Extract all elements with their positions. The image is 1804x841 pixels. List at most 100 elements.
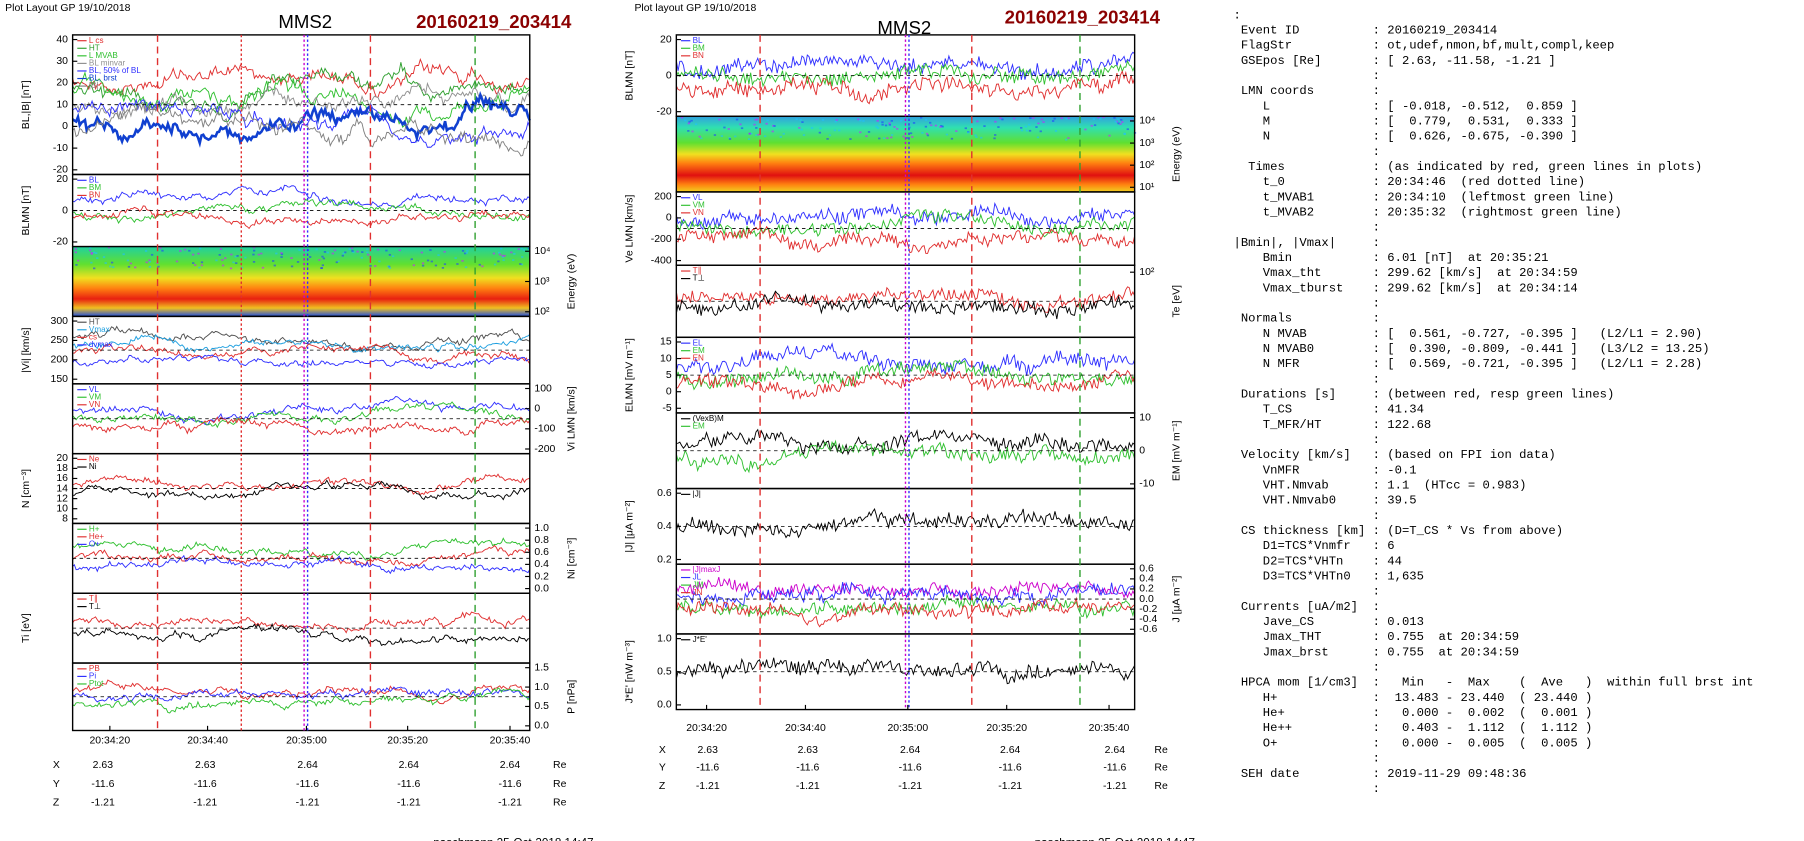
spectrogram-speckle: [1120, 118, 1123, 121]
spectrogram-speckle: [275, 252, 278, 255]
spectrogram-speckle: [378, 260, 381, 263]
spectrogram-speckle: [1028, 123, 1031, 126]
spectrogram-speckle: [102, 256, 106, 258]
spectrogram-speckle: [888, 123, 892, 126]
spectrogram-speckle: [308, 256, 312, 258]
spectrogram-speckle: [376, 248, 380, 251]
info-line: N MVAB : [ 0.561, -0.727, -0.395 ] (L2/L…: [1234, 327, 1703, 341]
legend-label: Pi: [89, 672, 96, 681]
legend-label: BL: [693, 36, 703, 45]
spectrogram-speckle: [994, 134, 997, 136]
position-cell: Y: [659, 762, 666, 773]
spectrogram-speckle: [902, 135, 905, 138]
spectrogram-speckle: [748, 132, 751, 135]
spectrogram-speckle: [229, 267, 233, 270]
legend-label: JN: [693, 588, 703, 597]
trace: [676, 367, 1136, 400]
spectrogram-speckle: [218, 254, 221, 256]
spectrogram-speckle: [219, 248, 223, 250]
spectrogram-speckle: [920, 116, 923, 119]
trace: [72, 333, 531, 353]
spectrogram-speckle: [1065, 138, 1068, 141]
spectrogram-speckle: [456, 263, 459, 265]
spectrogram-speckle: [221, 259, 224, 261]
spectrogram-speckle: [1097, 116, 1100, 119]
spectrogram-speckle: [1116, 118, 1120, 121]
trace: [72, 62, 531, 123]
spectrogram-speckle: [1123, 133, 1126, 135]
spectrogram-speckle: [876, 127, 880, 129]
spectrogram-speckle: [1084, 128, 1087, 131]
y-tick-label: -20: [53, 237, 68, 248]
info-line: Times : (as indicated by red, green line…: [1234, 160, 1703, 174]
trace: [676, 225, 1136, 254]
position-cell: 2.64: [1105, 745, 1126, 756]
y-axis-label: N [cm⁻³]: [21, 469, 32, 508]
spectrogram-speckle: [510, 251, 513, 254]
info-line: FlagStr : ot,udef,nmon,bf,mult,compl,kee…: [1234, 39, 1615, 53]
trace: [72, 98, 531, 148]
trace: [675, 290, 1135, 320]
info-line: t_MVAB2 : 20:35:32 (rightmost green line…: [1234, 206, 1622, 220]
y-tick-label: 0: [666, 70, 672, 81]
y-tick-label: 30: [56, 56, 68, 67]
legend-label: Ne: [89, 455, 100, 464]
spectrogram-speckle: [356, 250, 359, 253]
info-line: N : [ 0.626, -0.675, -0.390 ]: [1234, 130, 1578, 144]
y-tick-label: 20: [56, 78, 68, 89]
spectrogram-speckle: [688, 120, 691, 123]
spectrogram-speckle: [410, 258, 413, 261]
info-line: Jmax_THT : 0.755 at 20:34:59: [1234, 630, 1520, 644]
trace: [72, 537, 530, 562]
spectrogram-speckle: [1113, 117, 1116, 119]
spectrogram-speckle: [110, 261, 114, 264]
y-tick-label: 200: [51, 355, 69, 366]
legend-label: cs: [89, 332, 97, 341]
info-line: :: [1234, 752, 1380, 766]
spectrogram-speckle: [1102, 116, 1105, 119]
position-cell: 2.63: [195, 760, 216, 771]
info-line: VHT.Nmvab0 : 39.5: [1234, 494, 1417, 508]
spectrogram-speckle: [882, 137, 886, 140]
spectrogram-speckle: [305, 250, 308, 253]
info-line: O+ : 0.000 - 0.005 ( 0.005 ): [1234, 736, 1593, 750]
info-line: Durations [s] : (between red, resp green…: [1234, 388, 1615, 402]
info-line: D2=TCS*VHTn : 44: [1234, 554, 1402, 568]
spectrogram-speckle: [520, 247, 523, 250]
spectrogram-speckle: [388, 267, 392, 269]
y-tick-label: 0.0: [534, 583, 549, 594]
spectrogram-speckle: [199, 247, 202, 250]
y-tick-label: 0: [1139, 446, 1145, 457]
spectrogram-speckle: [735, 118, 739, 121]
spectrogram-speckle: [857, 118, 860, 121]
position-cell: -1.21: [193, 797, 217, 808]
info-line: Normals :: [1234, 312, 1380, 326]
y-axis-label: |J| [μA m⁻²]: [625, 500, 636, 552]
spectrogram-speckle: [835, 119, 838, 121]
info-line: Currents [uA/m2] :: [1234, 600, 1380, 614]
info-line: :: [1234, 661, 1380, 675]
spectrogram-speckle: [92, 251, 96, 254]
spectrogram-speckle: [1108, 134, 1111, 137]
spectrogram-speckle: [175, 260, 179, 263]
spectrogram-speckle: [955, 130, 958, 132]
info-line: Event ID : 20160219_203414: [1234, 24, 1498, 38]
event-id: 20160219_203414: [1005, 7, 1161, 28]
spectrogram-speckle: [104, 262, 107, 264]
spectrogram-speckle: [188, 249, 191, 252]
y-axis-label: Energy (eV): [1171, 126, 1182, 182]
y-axis-label: EM [mV m⁻¹]: [1171, 420, 1182, 481]
legend-label: T∥: [89, 594, 98, 603]
spectrogram-speckle: [723, 126, 726, 129]
spectrogram-speckle: [90, 261, 93, 264]
legend-label: PB: [89, 664, 100, 673]
y-tick-label: 250: [51, 335, 69, 346]
trace: [72, 687, 531, 714]
spectrogram-speckle: [344, 251, 347, 254]
spectrogram-speckle: [107, 246, 111, 249]
spectrogram-speckle: [321, 255, 324, 258]
spectrogram-speckle: [940, 124, 943, 127]
spectrogram-speckle: [865, 135, 868, 138]
trace: [72, 198, 531, 224]
trace: [72, 184, 531, 209]
